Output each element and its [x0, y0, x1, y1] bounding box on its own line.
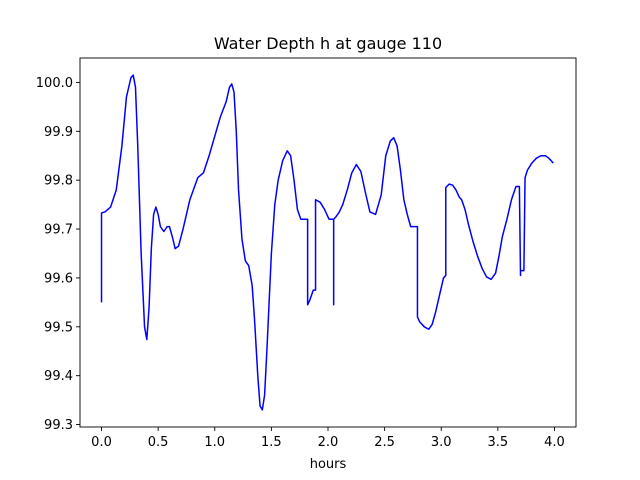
y-tick-label: 99.6	[44, 271, 73, 286]
x-tick-label: 1.0	[204, 435, 225, 450]
x-tick-label: 2.0	[318, 435, 339, 450]
x-tick-label: 2.5	[374, 435, 395, 450]
y-tick-label: 99.3	[44, 418, 73, 433]
chart-title: Water Depth h at gauge 110	[214, 34, 442, 53]
x-tick-label: 4.0	[544, 435, 565, 450]
y-tick-label: 100.0	[36, 76, 73, 91]
x-tick-label: 3.5	[488, 435, 509, 450]
x-tick-label: 1.5	[261, 435, 282, 450]
x-tick-label: 0.0	[91, 435, 112, 450]
plot-area	[79, 57, 577, 428]
y-axis: 99.3 99.4 99.5 99.6 99.7 99.8 99.9 100.0	[36, 76, 80, 433]
y-tick-label: 99.5	[44, 320, 73, 335]
x-axis-label: hours	[310, 457, 347, 472]
y-tick-label: 99.4	[44, 369, 73, 384]
x-axis: 0.0 0.5 1.0 1.5 2.0 2.5 3.0 3.5 4.0	[91, 427, 565, 450]
x-tick-label: 3.0	[431, 435, 452, 450]
series-line-0	[100, 74, 554, 411]
y-tick-label: 99.8	[44, 174, 73, 189]
y-tick-label: 99.9	[44, 125, 73, 140]
y-tick-label: 99.7	[44, 223, 73, 238]
x-tick-label: 0.5	[148, 435, 169, 450]
